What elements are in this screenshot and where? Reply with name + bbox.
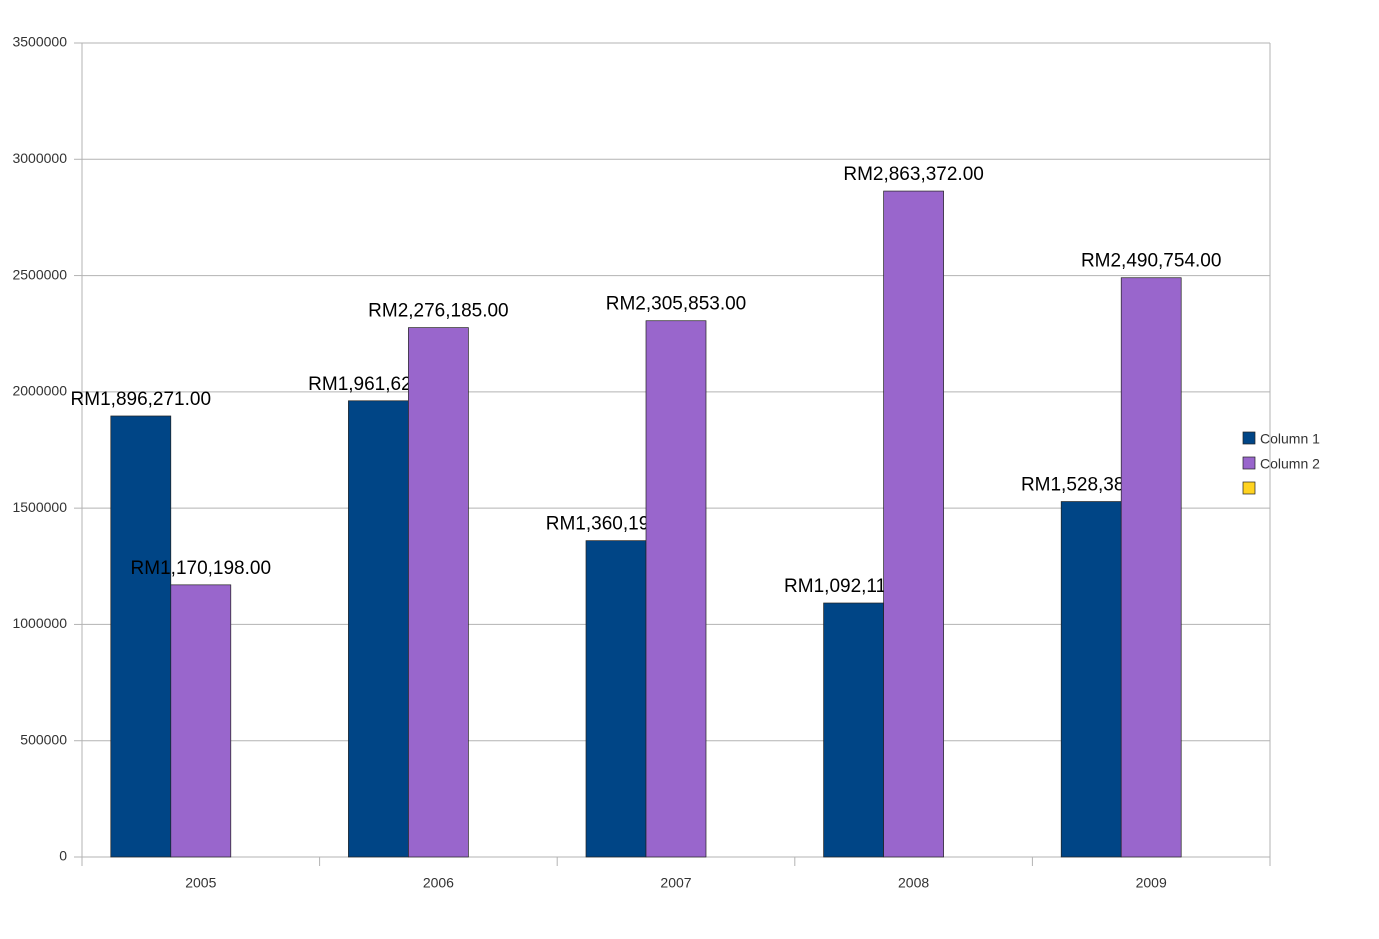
x-tick-label: 2008 (898, 875, 929, 891)
legend-swatch (1242, 456, 1256, 470)
bar (110, 415, 172, 858)
y-tick-label: 1500000 (12, 499, 67, 515)
y-tick-label: 3500000 (12, 34, 67, 50)
bar (585, 540, 647, 858)
y-tick-label: 2500000 (12, 266, 67, 282)
y-tick-label: 0 (59, 848, 67, 864)
bar (348, 400, 409, 858)
legend-swatch (1242, 481, 1256, 495)
data-label: RM2,276,185.00 (368, 301, 509, 322)
y-tick-label: 500000 (20, 731, 67, 747)
data-label: RM2,305,853.00 (606, 294, 747, 315)
x-tick-label: 2006 (423, 875, 454, 891)
data-label: RM2,490,754.00 (1081, 251, 1222, 272)
data-label: RM1,896,271.00 (71, 389, 212, 410)
x-tick-label: 2005 (185, 875, 216, 891)
y-tick-label: 2000000 (12, 383, 67, 399)
bar (408, 327, 469, 858)
legend-label: Column 1 (1260, 431, 1320, 447)
bar (1120, 277, 1182, 858)
bar (823, 602, 884, 858)
bar (645, 320, 707, 858)
bar (1060, 501, 1122, 858)
x-tick-label: 2007 (660, 875, 691, 891)
data-label: RM1,170,198.00 (131, 558, 272, 579)
bar (883, 190, 944, 858)
data-label: RM2,863,372.00 (843, 164, 984, 185)
y-tick-label: 1000000 (12, 615, 67, 631)
bar (170, 584, 232, 858)
legend-swatch (1242, 431, 1256, 445)
y-tick-label: 3000000 (12, 150, 67, 166)
legend-label: Column 2 (1260, 456, 1320, 472)
x-tick-label: 2009 (1136, 875, 1167, 891)
